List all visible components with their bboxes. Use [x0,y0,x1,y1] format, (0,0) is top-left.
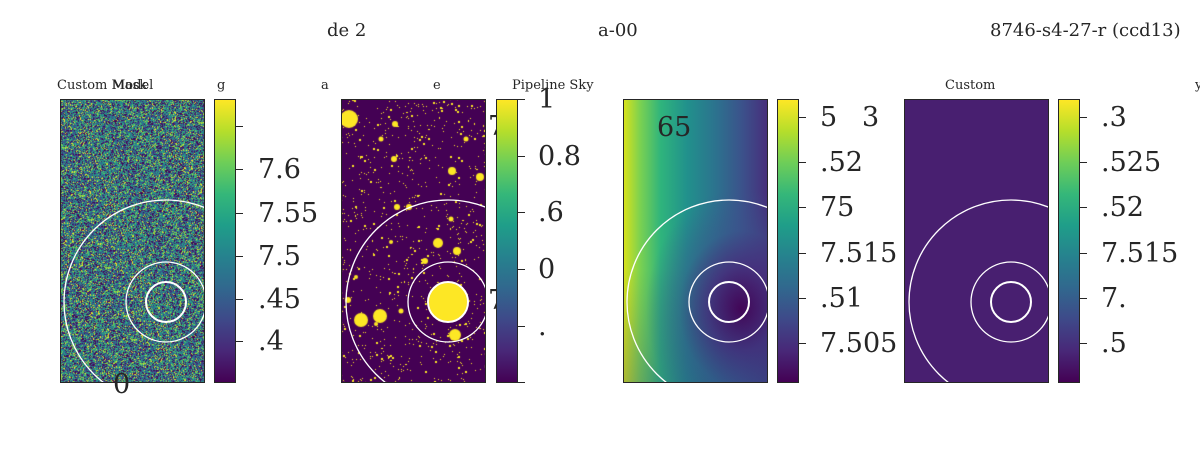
colorbar-2 [496,99,518,383]
panel-4-frame [904,99,1049,383]
colorbar-3-tick-label: 7.505 [820,328,898,359]
panel-2-title-c: Pipeline Sky [512,78,594,93]
panel-2-title-a: a [321,78,329,93]
colorbar-1 [214,99,236,383]
colorbar-1-tick-label: .4 [258,326,284,357]
colorbar-4-tick-label: .52 [1101,192,1144,223]
panel-custom [904,99,1049,383]
colorbar-2-tick-label: .6 [538,197,564,228]
colorbar-1-tick-label: 7.6 [258,154,301,185]
panel-1-frame [60,99,205,383]
aperture-inner-circle [708,281,750,323]
panel-1-overlay-label: 0 [113,369,131,400]
panel-2-frame [341,99,486,383]
colorbar-2-tick-label: 0 [538,254,556,285]
suptitle-middle: a-00 [598,20,638,41]
colorbar-3-tick-label: .52 [820,147,863,178]
colorbar-3-tick-label: 7.515 [820,238,898,269]
suptitle-right: 8746-s4-27-r (ccd13) [990,20,1181,41]
colorbar-3-tick-label: .51 [820,283,863,314]
panel-2-title-b: e [433,78,441,93]
colorbar-3-tick-label: 5 [820,102,838,133]
aperture-outer-circle [345,199,486,383]
aperture-inner-circle [990,281,1032,323]
panel-1-title-a: Custom Mask [57,78,148,93]
colorbar-2-tick-label: 0.8 [538,141,581,172]
colorbar-3 [777,99,799,383]
colorbar-4-tick-label: 7. [1101,283,1127,314]
panel-1-title-c: g [217,78,226,93]
colorbar-2-tick-label: 1 [538,84,556,115]
aperture-middle-circle [125,261,205,343]
colorbar-2-tick-label: . [538,311,547,342]
colorbar-4-tick-label: .5 [1101,328,1127,359]
colorbar-3-tick-label: 75 [820,192,855,223]
panel-4-title-a: Custom [945,78,996,93]
aperture-outer-circle [63,199,205,383]
panel-4-apertures [908,199,1049,383]
aperture-middle-circle [407,261,486,343]
panel-mask [341,99,486,383]
colorbar-4-tick-label: 7.515 [1101,238,1179,269]
colorbar-1-tick-label: .45 [258,284,301,315]
mask-image [341,99,486,383]
suptitle-left: de 2 [327,20,367,41]
panel-sky [623,99,768,383]
aperture-outer-circle [626,199,768,383]
panel-3-overlay-label: 65 [657,112,692,143]
panel-1-title-b: Model [112,78,154,93]
aperture-outer-circle [908,199,1049,383]
colorbar-4-tick-label: .3 [1101,102,1127,133]
aperture-middle-circle [688,261,768,343]
panel-data [60,99,205,383]
panel-2-apertures [345,199,486,383]
aperture-middle-circle [970,261,1049,343]
panel-3-frame [623,99,768,383]
panel-4-title-b: y [1195,78,1200,93]
panel-1-apertures [63,199,205,383]
aperture-inner-circle [427,281,469,323]
aperture-inner-circle [145,281,187,323]
colorbar-1-tick-label: 7.5 [258,241,301,272]
colorbar-4 [1058,99,1080,383]
colorbar-4-tick-label: .525 [1101,147,1162,178]
panel-3-overlay-label: 3 [862,102,880,133]
panel-3-apertures [626,199,768,383]
colorbar-1-tick-label: 7.55 [258,198,319,229]
